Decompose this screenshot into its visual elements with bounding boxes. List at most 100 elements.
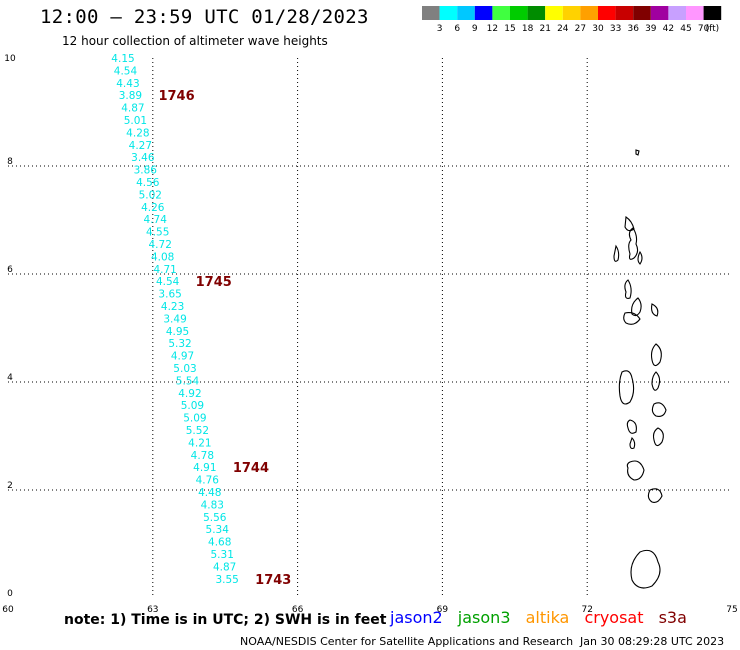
color-bin-label: 30 <box>592 24 604 34</box>
island-outline <box>650 343 662 367</box>
island-outline <box>651 303 659 317</box>
island-outline <box>651 371 661 391</box>
satellite-legend: jason2 jason3 altika cryosat s3a <box>390 608 697 627</box>
color-bin <box>615 6 634 20</box>
swh-value: 4.68 <box>208 537 231 549</box>
swh-value: 4.08 <box>151 251 174 263</box>
legend-s3a: s3a <box>658 608 687 627</box>
lon-tick-label: 66 <box>292 605 304 615</box>
swh-value: 4.48 <box>198 487 221 499</box>
swh-value: 4.21 <box>188 437 211 449</box>
island-outline <box>635 149 640 156</box>
swh-value: 3.65 <box>158 289 181 301</box>
swh-value: 4.87 <box>213 561 236 573</box>
swh-value: 4.74 <box>144 214 168 226</box>
island-outline <box>624 279 632 299</box>
swh-value: 5.34 <box>206 524 230 536</box>
swh-value: 5.32 <box>168 338 191 350</box>
swh-value: 3.89 <box>119 90 142 102</box>
lat-tick-label: 10 <box>4 54 16 64</box>
color-bin <box>598 6 616 20</box>
time-labels: 1746 1745 1744 1743 <box>158 89 291 588</box>
lat-tick-label: 2 <box>7 481 13 491</box>
swh-value: 3.46 <box>131 152 155 164</box>
swh-value: 4.26 <box>141 202 165 214</box>
lat-tick-label: 4 <box>7 373 13 383</box>
map-grid <box>8 58 732 598</box>
footnote: note: 1) Time is in UTC; 2) SWH is in fe… <box>64 612 387 628</box>
swh-value: 4.91 <box>193 462 216 474</box>
color-bin-label: 39 <box>645 24 657 34</box>
color-bin <box>474 6 493 20</box>
swh-value: 4.76 <box>196 475 220 487</box>
color-bin <box>510 6 528 20</box>
map-title: 12:00 – 23:59 UTC 01/28/2023 <box>40 6 369 28</box>
swh-value: 4.56 <box>136 177 160 189</box>
color-bin-label: 27 <box>575 24 586 34</box>
island-outline <box>631 297 642 317</box>
swh-value: 4.54 <box>114 65 138 77</box>
time-label: 1743 <box>255 573 291 588</box>
island-outline <box>613 244 620 262</box>
lon-tick-label: 72 <box>581 605 592 615</box>
color-bin <box>686 6 704 20</box>
swh-value: 4.83 <box>201 499 224 511</box>
swh-value: 5.03 <box>173 363 196 375</box>
swh-value: 4.28 <box>126 127 149 139</box>
swh-value: 5.31 <box>211 549 234 561</box>
swh-value: 5.56 <box>203 512 227 524</box>
swh-value: 4.72 <box>149 239 172 251</box>
swh-value: 3.86 <box>134 165 158 177</box>
lon-tick-label: 63 <box>147 605 158 615</box>
swh-value: 4.54 <box>156 276 180 288</box>
time-label: 1745 <box>196 275 232 290</box>
island-outline <box>626 460 645 481</box>
color-bin <box>562 6 581 20</box>
color-bin-label: 36 <box>627 24 639 34</box>
color-bin-label: 42 <box>663 24 674 34</box>
lon-tick-label: 69 <box>437 605 449 615</box>
swh-value: 4.92 <box>178 388 201 400</box>
swh-value: 4.27 <box>129 140 152 152</box>
swh-value: 3.55 <box>215 574 238 586</box>
lat-tick-label: 6 <box>7 265 13 275</box>
lat-tick-label: 0 <box>7 589 13 599</box>
color-bin <box>650 6 669 20</box>
axis-tick-labels: 60 63 66 69 72 75 0 2 4 6 8 10 <box>2 54 737 615</box>
swh-value: 4.78 <box>191 450 214 462</box>
color-scale-bar: 3 6 9 12 15 18 21 24 27 30 33 36 39 42 45 70(ft) <box>422 6 722 34</box>
legend-jason3: jason3 <box>457 608 511 627</box>
swh-value: 5.52 <box>186 425 209 437</box>
island-outline <box>647 488 663 503</box>
color-bin <box>545 6 563 20</box>
credit-line: NOAA/NESDIS Center for Satellite Applica… <box>240 635 574 648</box>
time-label: 1744 <box>233 461 269 476</box>
swh-observations: 4.154.544.433.894.875.014.284.273.463.86… <box>111 53 239 586</box>
color-bin <box>668 6 686 20</box>
color-bin-label: 15 <box>504 24 515 34</box>
island-outline <box>651 402 667 417</box>
island-outline <box>626 419 637 434</box>
color-bin-label: 70 <box>698 24 710 34</box>
island-outline <box>652 427 664 447</box>
time-label: 1746 <box>158 89 194 104</box>
island-outline <box>618 370 635 405</box>
color-bin-label: 9 <box>472 24 478 34</box>
swh-value: 5.02 <box>139 189 162 201</box>
maldives-coastline <box>613 149 667 589</box>
island-outline <box>637 250 643 265</box>
swh-value: 4.97 <box>171 351 194 363</box>
island-outline <box>623 312 641 325</box>
unit-label: (ft) <box>706 24 720 34</box>
swh-value: 5.09 <box>181 400 204 412</box>
swh-value: 4.87 <box>121 103 144 115</box>
color-bin-label: 3 <box>437 24 443 34</box>
swh-value: 4.55 <box>146 227 169 239</box>
color-bin <box>527 6 546 20</box>
legend-cryosat: cryosat <box>584 608 644 627</box>
color-bin-label: 33 <box>610 24 621 34</box>
swh-value: 4.15 <box>111 53 134 65</box>
swh-value: 4.23 <box>161 301 184 313</box>
color-bin-label: 6 <box>454 24 460 34</box>
color-bin <box>580 6 598 20</box>
